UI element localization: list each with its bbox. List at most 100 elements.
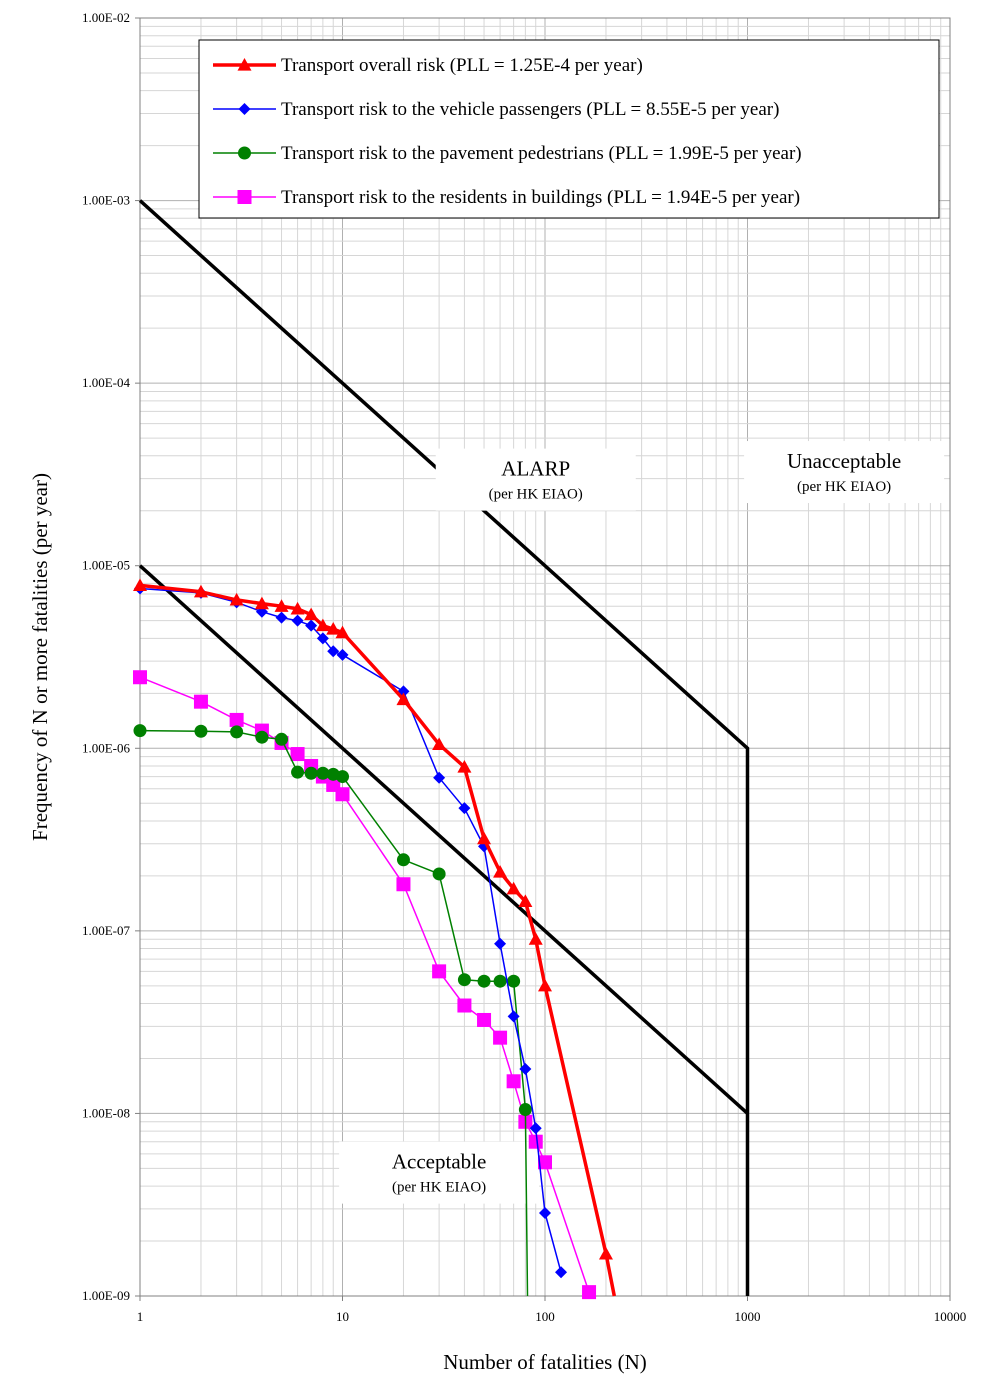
data-point — [304, 607, 319, 621]
data-point — [305, 619, 318, 632]
data-point — [133, 578, 147, 592]
data-point — [133, 724, 147, 738]
data-point — [477, 831, 492, 845]
region-title: ALARP — [501, 457, 570, 481]
region-label-background — [435, 448, 636, 511]
legend: Transport overall risk (PLL = 1.25E-4 pe… — [198, 39, 940, 219]
legend-label: Transport risk to the vehicle passengers… — [281, 99, 779, 120]
y-tick-label: 1.00E-04 — [82, 375, 131, 390]
region-subtitle: (per HK EIAO) — [489, 487, 583, 503]
data-point — [229, 712, 244, 727]
data-point — [494, 937, 507, 950]
data-point — [477, 1012, 492, 1027]
data-point — [582, 1285, 597, 1300]
data-point — [291, 614, 304, 627]
data-point — [193, 584, 208, 598]
data-point — [230, 725, 244, 739]
data-point — [327, 645, 340, 658]
series-triangle — [133, 578, 617, 1297]
data-point — [507, 974, 521, 988]
plot-area — [139, 17, 951, 1297]
data-point — [304, 766, 318, 780]
y-axis-title: Frequency of N or more fatalities (per y… — [28, 473, 52, 841]
data-point — [335, 625, 350, 639]
data-point — [458, 802, 471, 815]
data-point — [477, 974, 491, 988]
data-point — [518, 894, 533, 907]
data-point — [518, 1103, 532, 1117]
criterion-line-lower — [138, 564, 749, 1115]
y-tick-label: 1.00E-09 — [82, 1288, 130, 1303]
data-point — [493, 1030, 508, 1045]
data-point — [133, 670, 147, 685]
data-point — [528, 932, 543, 945]
data-point — [290, 747, 305, 762]
data-point — [529, 1122, 542, 1135]
data-point — [274, 599, 289, 612]
data-point — [457, 759, 472, 773]
legend-entry: Transport overall risk (PLL = 1.25E-4 pe… — [213, 55, 643, 76]
series-circle — [133, 724, 532, 1297]
data-point — [555, 1266, 568, 1279]
region-label-unacceptable: Unacceptable (per HK EIAO) — [744, 441, 945, 504]
data-point — [507, 1010, 520, 1023]
legend-marker — [237, 190, 252, 204]
y-tick-label: 1.00E-07 — [82, 923, 131, 938]
data-point — [598, 1246, 613, 1260]
x-tick-label: 10000 — [934, 1309, 967, 1324]
data-point — [538, 978, 552, 992]
data-point — [432, 737, 447, 751]
y-tick-label: 1.00E-06 — [82, 740, 131, 755]
criteria-lines — [138, 199, 750, 1296]
data-point — [506, 1074, 521, 1089]
legend-marker — [238, 103, 251, 115]
legend-label: Transport risk to the residents in build… — [281, 187, 800, 208]
data-point — [275, 611, 288, 624]
data-series — [133, 578, 617, 1300]
data-point — [538, 1155, 552, 1170]
data-point — [291, 765, 305, 779]
x-tick-label: 1000 — [735, 1309, 761, 1324]
region-labels: Unacceptable (per HK EIAO) ALARP (per HK EI… — [339, 441, 945, 1204]
data-point — [315, 618, 330, 632]
legend-entry: Transport risk to the vehicle passengers… — [213, 99, 779, 120]
region-title: Acceptable — [392, 1150, 486, 1174]
data-point — [539, 1206, 551, 1219]
legend-box — [198, 39, 940, 219]
region-label-acceptable: Acceptable (per HK EIAO) — [339, 1141, 540, 1204]
region-label-alarp: ALARP (per HK EIAO) — [435, 448, 636, 511]
data-point — [433, 771, 446, 784]
legend-entry: Transport risk to the residents in build… — [213, 187, 800, 208]
data-point — [506, 881, 521, 895]
grid-lines — [140, 18, 950, 1296]
data-point — [457, 998, 472, 1013]
x-tick-label: 1 — [137, 1309, 144, 1324]
data-point — [290, 601, 305, 615]
data-point — [432, 964, 447, 979]
x-tick-label: 100 — [535, 1309, 555, 1324]
region-label-background — [339, 1141, 540, 1204]
x-axis-title: Number of fatalities (N) — [443, 1350, 647, 1374]
data-point — [255, 730, 269, 744]
region-label-background — [744, 441, 945, 504]
data-point — [326, 622, 341, 635]
data-point — [493, 974, 507, 988]
data-point — [396, 692, 411, 706]
data-point — [396, 877, 411, 892]
y-tick-label: 1.00E-03 — [82, 193, 130, 208]
axis-ticks: 1 10 100 1000 10000 1.00E-09 1.00E-08 1.00E-07 1… — [82, 10, 966, 1324]
data-point — [229, 592, 244, 606]
y-tick-label: 1.00E-05 — [82, 558, 130, 573]
region-subtitle: (per HK EIAO) — [797, 479, 891, 495]
data-point — [432, 867, 446, 881]
legend-marker — [238, 146, 251, 160]
region-title: Unacceptable — [787, 449, 901, 473]
legend-label: Transport overall risk (PLL = 1.25E-4 pe… — [281, 55, 643, 76]
data-point — [336, 770, 349, 784]
criterion-line-upper — [138, 199, 750, 1296]
data-point — [519, 1063, 532, 1076]
data-point — [336, 648, 349, 661]
data-point — [194, 724, 208, 738]
region-subtitle: (per HK EIAO) — [392, 1180, 486, 1196]
